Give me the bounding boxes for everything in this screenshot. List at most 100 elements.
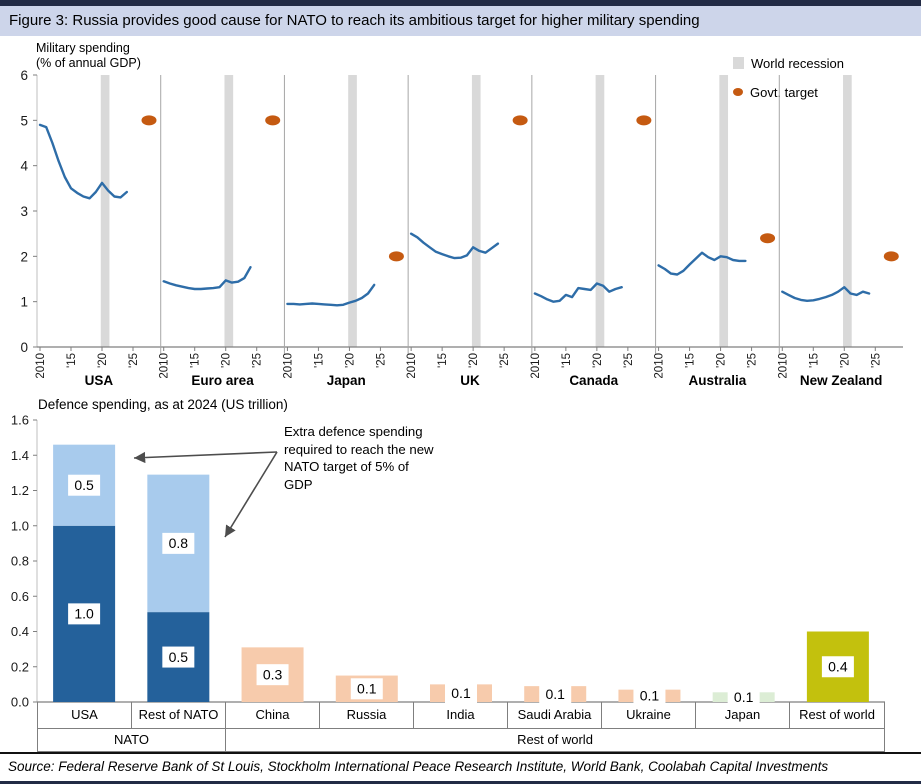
panel-label-uk: UK [460,373,480,388]
y-tick-label: 5 [20,113,28,128]
y-tick-label: 1.0 [11,518,29,533]
x-tick-label: '20 [468,353,480,368]
target-dot-icon [733,88,743,96]
x-tick-label: '25 [252,353,264,368]
bar-label-box [350,678,383,700]
x-tick-label: 2010 [35,353,47,379]
figure-title: Figure 3: Russia provides good cause for… [0,6,921,36]
x-tick-label: 2010 [406,353,418,379]
x-tick-label: 2010 [530,353,542,379]
recession-band-new-zealand [843,75,852,347]
category-label-rest-of-nato: Rest of NATO [132,702,226,728]
bar-label-china: 0.3 [263,666,283,682]
spending-line-new-zealand [781,285,871,302]
panel-label-canada: Canada [569,373,618,388]
spending-line-usa [38,123,129,200]
spending-line-uk [409,232,500,260]
bar-label-usa: 1.0 [74,606,94,622]
legend-item-target: Govt. target [733,82,844,102]
legend-recession-label: World recession [751,55,844,71]
x-tick-label: '20 [839,353,851,368]
annotation-extra-spending: Extra defence spending required to reach… [284,424,434,492]
x-tick-label: '25 [870,353,882,368]
govt-target-dot-uk [512,115,528,126]
x-tick-label: 2010 [777,353,789,379]
x-tick-label: '15 [66,353,78,368]
panel-label-japan: Japan [327,373,366,388]
bar-label-box [162,532,195,554]
bar-label-rest-of-nato: 0.8 [169,535,189,551]
bar-label-rest-of-world: 0.4 [828,659,848,675]
arrow-to-rest-of-nato-bar [224,451,278,538]
bar-label-box [821,656,854,678]
bar-label-usa: 0.5 [74,477,94,493]
panel-label-new-zealand: New Zealand [800,373,883,388]
recession-swatch-icon [733,57,744,69]
recession-band-australia [719,75,729,347]
recession-band-japan [348,75,357,347]
x-tick-label: '25 [128,353,140,368]
govt-target-dot-new-zealand [883,251,899,262]
recession-band-uk [471,75,481,347]
category-label-ukraine: Ukraine [602,702,696,728]
x-tick-label: '25 [623,353,635,368]
top-border-bar [0,0,921,6]
x-tick-label: '20 [592,353,604,368]
source-text: Source: Federal Reserve Bank of St Louis… [8,759,829,774]
category-label-russia: Russia [320,702,414,728]
x-tick-label: '25 [747,353,759,368]
x-tick-label: '15 [190,353,202,368]
category-axis-table: USA Rest of NATO China Russia India Saudi Ara… [37,702,885,752]
y-tick-label: 1.2 [11,483,29,498]
panel-label-australia: Australia [689,373,747,388]
legend-target-label: Govt. target [750,84,818,100]
bottom-chart-title: Defence spending, as at 2024 (US trillio… [38,397,288,412]
bottom-chart: 0.0 0.2 0.4 0.6 0.8 1.0 1.2 1.4 1.6 1.0 0.5 0.5 0.8 0… [11,413,885,710]
x-tick-label: '20 [344,353,356,368]
spending-line-japan [286,283,376,307]
bar-label-japan: 0.1 [734,689,754,705]
spending-line-australia [657,251,747,276]
x-tick-label: '20 [221,353,233,368]
govt-target-dot-japan [388,251,404,262]
govt-target-dot-australia [760,233,776,244]
y-tick-label: 0.0 [11,695,29,710]
govt-target-dot-euro-area [265,115,281,126]
group-label-rest-of-world: Rest of world [517,732,593,747]
bar-label-box [445,682,477,704]
bar-label-box [539,683,572,705]
x-tick-label: 2010 [159,353,171,379]
top-chart-axis-title: Military spending (% of annual GDP) [36,41,141,71]
legend: World recession Govt. target [733,53,844,111]
y-tick-label: 1 [20,295,28,310]
category-label-china: China [226,702,320,728]
x-tick-label: '15 [561,353,573,368]
x-tick-label: '25 [375,353,387,368]
category-label-japan: Japan [696,702,790,728]
bar-label-india: 0.1 [451,685,471,701]
recession-band-usa [100,75,110,347]
category-label-row: USA Rest of NATO China Russia India Saudi Ara… [37,702,885,729]
group-label-nato: NATO [38,729,226,751]
panel-label-euro-area: Euro area [191,373,254,388]
recession-band-canada [595,75,605,347]
x-tick-label: 2010 [282,353,294,379]
group-label-row: NATO Rest of world [37,729,885,752]
govt-target-dot-usa [141,115,157,126]
bar-label-russia: 0.1 [357,681,377,697]
bar-label-box [256,664,289,686]
bar-label-saudi-arabia: 0.1 [545,686,565,702]
x-tick-label: '25 [499,353,511,368]
y-tick-label: 0.6 [11,589,29,604]
axis-title-line2: (% of annual GDP) [36,56,141,70]
bar-label-box [68,603,101,625]
bar-label-box [727,686,760,708]
y-tick-label: 4 [20,159,28,174]
category-label-rest-of-world: Rest of world [799,707,875,722]
bottom-border-bar [0,781,921,784]
x-tick-label: '15 [808,353,820,368]
x-tick-label: '20 [97,353,109,368]
category-label-india: India [414,702,508,728]
category-label-saudi-arabia: Saudi Arabia [508,702,602,728]
